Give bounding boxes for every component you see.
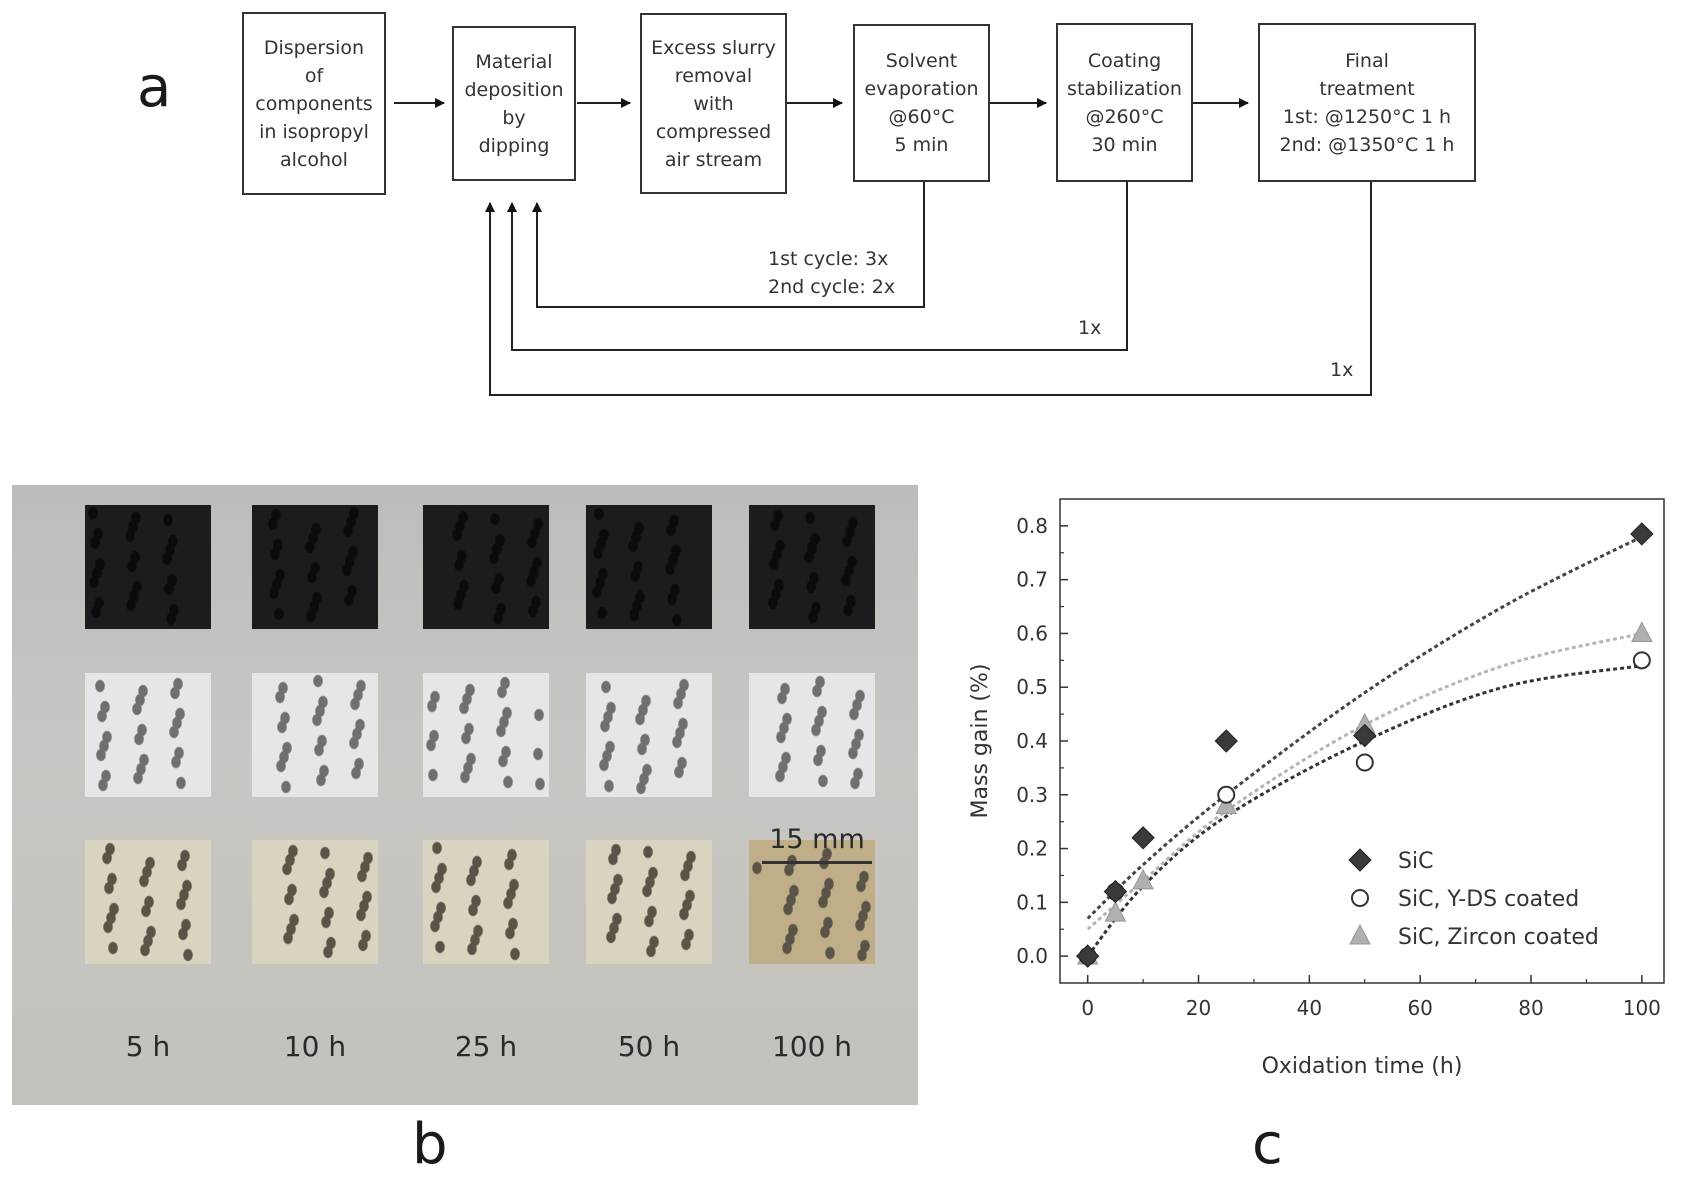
data-point [1215,793,1238,815]
y-axis-title: Mass gain (%) [968,664,993,819]
flow-step-deposition: Material deposition by dipping [452,26,576,181]
legend-label: SiC, Y-DS coated [1398,887,1579,912]
time-label-10h: 10 h [283,1030,347,1063]
y-tick-label: 0.8 [1016,514,1048,538]
data-point [1630,522,1654,546]
black-foam-sample [85,505,211,629]
white-foam-sample [586,673,712,797]
y-tick-label: 0.7 [1016,568,1048,592]
flowchart-connectors [394,98,1372,396]
panel-label-a: a [137,55,172,120]
time-label-25h: 25 h [454,1030,518,1063]
data-point [1217,785,1236,804]
x-tick-label: 20 [1186,996,1211,1020]
y-tick-label: 0.2 [1016,837,1048,861]
legend-marker [1349,923,1371,945]
white-foam-sample [85,673,211,797]
time-label-5h: 5 h [125,1030,171,1063]
y-tick-label: 0.0 [1016,944,1048,968]
black-foam-sample [423,505,549,629]
black-foam-sample [252,505,378,629]
cream-foam-sample [586,840,712,964]
legend-label: SiC, Zircon coated [1398,925,1599,950]
scale-bar-label: 15 mm [769,824,865,855]
loop-arrow [532,181,925,308]
legend-marker [1348,848,1372,872]
data-point [1131,826,1155,850]
legend-label: SiC [1398,849,1433,874]
cream-foam-sample [423,840,549,964]
data-point [1631,621,1653,642]
flow-step-dispersion: Dispersion of components in isopropyl al… [242,12,386,195]
loop-arrow [485,181,1372,396]
data-point [1214,729,1238,753]
x-tick-label: 60 [1407,996,1432,1020]
cream-foam-sample [749,840,875,964]
fit-curve [1086,631,1643,931]
loop-label-stabilization: 1x [1078,317,1102,339]
y-tick-label: 0.1 [1016,890,1048,914]
cream-foam-sample [252,840,378,964]
data-point [1075,944,1100,968]
white-foam-sample [749,673,875,797]
panel-label-c: c [1252,1112,1283,1177]
loop-label-cycles: 1st cycle: 3x 2nd cycle: 2x [768,248,896,298]
time-label-50h: 50 h [617,1030,681,1063]
flow-step-coating-stabilization: Coating stabilization @260°C 30 min [1056,23,1193,182]
x-tick-label: 100 [1623,996,1661,1020]
data-point [1104,901,1127,922]
y-tick-label: 0.5 [1016,675,1048,699]
foam-samples-photo: 5 h 10 h 25 h 50 h 100 h 15 mm [12,485,918,1105]
scale-bar [762,861,872,864]
y-tick-label: 0.6 [1016,621,1048,645]
legend-marker [1351,889,1369,907]
fit-curve [1086,535,1643,920]
y-tick-label: 0.4 [1016,729,1048,753]
white-foam-sample [252,673,378,797]
loop-label-final: 1x [1330,359,1354,381]
black-foam-sample [586,505,712,629]
time-label-100h: 100 h [771,1030,853,1063]
x-tick-label: 80 [1518,996,1543,1020]
data-point [1632,651,1651,670]
mass-gain-chart: 0 20 40 60 80 1000.00.10.20.30.40.50.60.70.8 … [968,498,1665,1079]
loop-arrow [507,181,1128,351]
black-foam-sample [749,505,875,629]
data-point [1355,753,1374,772]
data-point [1353,723,1377,748]
flow-step-slurry-removal: Excess slurry removal with compressed ai… [640,13,787,194]
cream-foam-sample [85,840,211,964]
flow-step-final-treatment: Final treatment 1st: @1250°C 1 h 2nd: @1… [1258,23,1476,182]
fit-curve [1086,664,1643,958]
x-tick-label: 40 [1297,996,1322,1020]
white-foam-sample [423,673,549,797]
x-axis-title: Oxidation time (h) [1262,1054,1463,1079]
data-point [1132,868,1154,890]
panel-label-b: b [412,1112,448,1177]
y-tick-label: 0.3 [1016,783,1048,807]
flow-step-solvent-evaporation: Solvent evaporation @60°C 5 min [853,24,990,182]
x-tick-label: 0 [1081,996,1094,1020]
data-point [1103,879,1128,904]
